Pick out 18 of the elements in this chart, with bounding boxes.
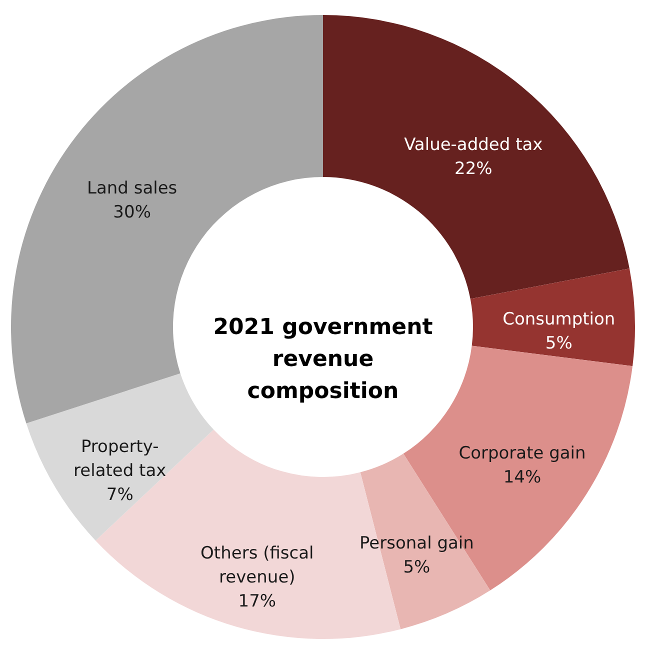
data-label: 17%	[238, 592, 276, 612]
slice-label: Personal gain	[360, 534, 474, 554]
donut-slice	[470, 268, 635, 366]
slice-label: Consumption	[502, 310, 616, 330]
data-label: 5%	[403, 558, 430, 578]
donut-slice	[26, 373, 214, 541]
slice-label: Value-added tax	[404, 135, 543, 156]
data-label: 30%	[113, 202, 151, 222]
data-label: 22%	[454, 159, 492, 180]
data-label: 5%	[545, 334, 572, 354]
text: 2021 government revenue composition	[213, 315, 434, 404]
donut-slice	[323, 15, 630, 299]
slice-label: Property-related tax	[74, 437, 166, 482]
slice-label: Others (fiscal revenue)	[200, 544, 314, 588]
data-label: 14%	[503, 467, 542, 488]
slice-label: Land sales	[86, 178, 178, 198]
slice-label: Corporate gain	[458, 443, 586, 464]
data-label: 7%	[106, 485, 134, 506]
